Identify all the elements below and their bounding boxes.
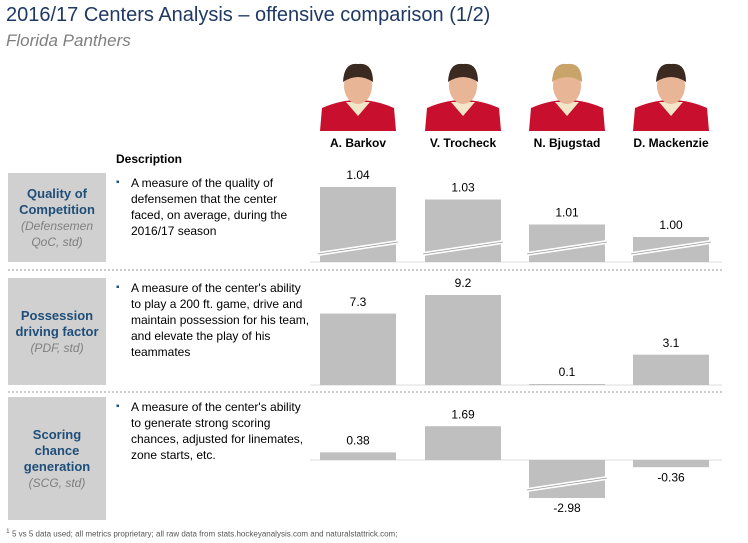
value-label: -2.98 — [553, 501, 581, 515]
hair — [343, 63, 373, 82]
row-subtitle: (PDF, std) — [30, 340, 84, 355]
value-label: 3.1 — [663, 336, 680, 350]
description: A measure of the center's ability to gen… — [114, 399, 311, 463]
player-photo — [320, 63, 396, 131]
axis-break — [422, 241, 504, 255]
player-name: D. Mackenzie — [633, 136, 709, 150]
description: A measure of the center's ability to pla… — [114, 280, 311, 360]
axis-break — [526, 477, 608, 491]
bar — [633, 354, 709, 385]
value-label: 9.2 — [455, 276, 472, 290]
description: A measure of the quality of defensemen t… — [114, 175, 311, 239]
row-label: Quality of Competition (Defensemen QoC, s… — [8, 173, 106, 262]
row-title: Quality of Competition — [19, 185, 95, 217]
row-title: Scoring chance generation — [23, 426, 91, 474]
value-label: 1.04 — [346, 168, 370, 182]
hair — [448, 63, 478, 82]
bar — [425, 295, 501, 385]
axis-break — [630, 241, 712, 255]
bar — [633, 460, 709, 468]
bar — [529, 384, 605, 385]
axis-break — [317, 241, 399, 255]
title: 2016/17 Centers Analysis – offensive com… — [6, 4, 491, 26]
player-name: N. Bjugstad — [534, 136, 601, 150]
hair — [656, 63, 686, 82]
axis-break — [526, 241, 608, 255]
bar — [320, 452, 396, 460]
footnote-text: 5 vs 5 data used; all metrics proprietar… — [11, 529, 398, 539]
subtitle: Florida Panthers — [6, 31, 131, 50]
player-photo — [633, 63, 709, 131]
value-label: -0.36 — [657, 470, 685, 484]
bar — [320, 313, 396, 385]
description-header: Description — [116, 152, 183, 166]
value-label: 0.38 — [346, 434, 370, 448]
row-label: Scoring chance generation (SCG, std) — [8, 397, 106, 520]
value-label: 1.00 — [659, 218, 683, 232]
value-label: 7.3 — [350, 295, 367, 309]
bar — [425, 426, 501, 460]
row-label: Possession driving factor (PDF, std) — [8, 278, 106, 385]
value-label: 1.69 — [451, 407, 475, 421]
value-label: 1.01 — [555, 206, 579, 220]
player-name: V. Trocheck — [430, 136, 497, 150]
collar — [555, 102, 579, 116]
footnote: 1 5 vs 5 data used; all metrics propriet… — [6, 528, 397, 539]
collar — [659, 102, 683, 116]
player-name: A. Barkov — [330, 136, 386, 150]
value-label: 0.1 — [559, 365, 576, 379]
player-photo — [529, 63, 605, 131]
footnote-marker: 1 — [6, 528, 10, 535]
row-title: Possession driving factor — [15, 307, 99, 339]
row-subtitle: (Defensemen QoC, std) — [20, 218, 94, 249]
hair — [552, 63, 582, 82]
player-photo — [425, 63, 501, 131]
collar — [346, 102, 370, 116]
collar — [451, 102, 475, 116]
row-subtitle: (SCG, std) — [28, 475, 86, 490]
value-label: 1.03 — [451, 181, 475, 195]
